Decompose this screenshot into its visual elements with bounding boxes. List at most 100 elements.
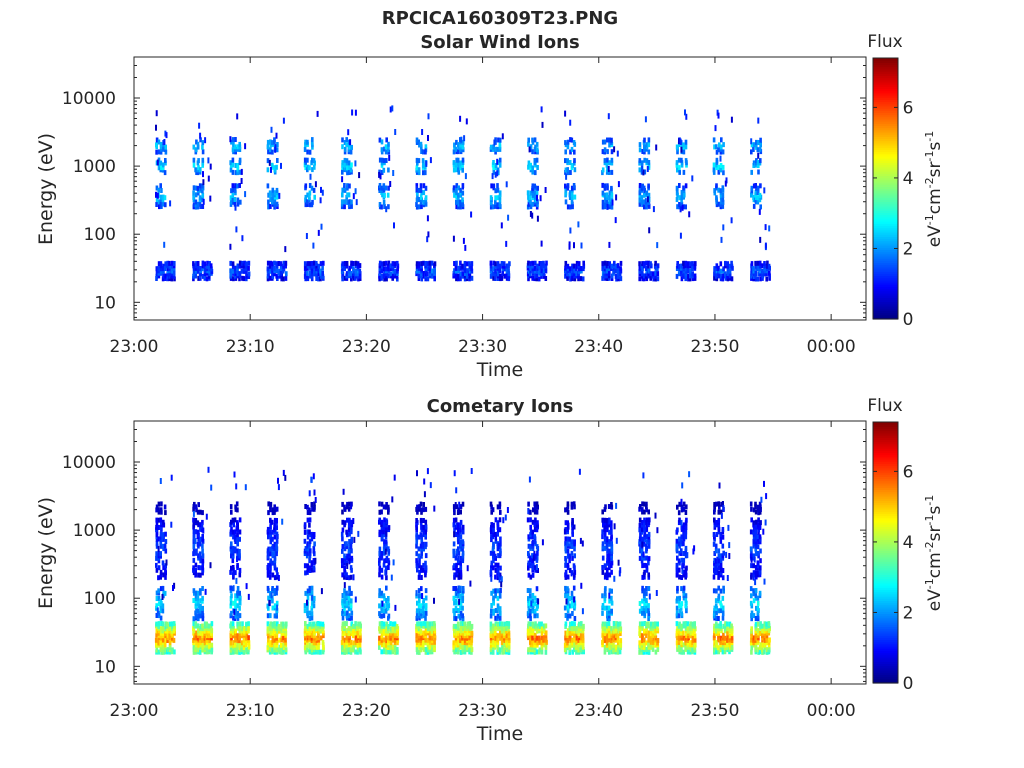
solar-wind-flux-cell (531, 169, 534, 175)
cometary-flux-cell (641, 649, 644, 655)
solar-wind-flux-cell (489, 273, 493, 279)
cometary-flux-cell (352, 640, 356, 646)
solar-wind-flux-cell (679, 138, 682, 145)
cometary-flux-cell (306, 599, 308, 606)
solar-wind-flux-cell (354, 188, 357, 195)
solar-wind-flux-cell (231, 147, 235, 153)
cometary-flux-cell (647, 644, 651, 650)
solar-wind-flux-cell (605, 199, 609, 205)
cometary-flux-cell (459, 570, 463, 575)
solar-wind-flux-cell (271, 187, 275, 193)
cometary-flux-cell (433, 642, 436, 648)
cometary-flux-cell (306, 510, 310, 515)
solar-wind-flux-cell (605, 192, 609, 198)
solar-wind-flux-cell (500, 261, 504, 266)
solar-wind-flux-cell (714, 273, 718, 279)
solar-wind-flux-cell (271, 270, 274, 276)
cometary-flux-cell (494, 517, 498, 523)
solar-wind-flux-cell (454, 265, 458, 271)
cometary-flux-cell (608, 616, 611, 622)
solar-wind-flux-cell (497, 268, 500, 274)
cometary-flux-cell (581, 644, 585, 650)
solar-wind-flux-cell (229, 160, 232, 166)
cometary-flux-cell (422, 603, 425, 609)
cometary-flux-cell (267, 637, 270, 643)
solar-wind-colorbar-step (873, 145, 898, 148)
cometary-flux-cell (571, 525, 574, 531)
cometary-flux-cell (271, 536, 274, 542)
solar-wind-flux-cell (346, 170, 349, 176)
cometary-flux-cell (267, 562, 270, 568)
solar-wind-flux-cell (207, 263, 211, 269)
cometary-flux-cell (356, 649, 359, 655)
cometary-flux-cell (192, 506, 195, 512)
cometary-flux-cell (638, 621, 642, 627)
solar-wind-flux-cell (341, 162, 344, 168)
solar-wind-flux-cell (572, 183, 576, 188)
cometary-flux-cell (236, 563, 239, 568)
cometary-flux-cell (643, 532, 647, 537)
solar-wind-flux-cell (424, 276, 427, 282)
cometary-flux-cell (459, 603, 462, 609)
cometary-flux-cell (389, 640, 393, 646)
cometary-flux-cell (313, 628, 316, 634)
cometary-flux-cell (308, 565, 312, 571)
solar-wind-flux-cell (158, 204, 161, 210)
cometary-flux-cell (271, 630, 275, 636)
solar-wind-flux-cell (209, 163, 212, 170)
solar-wind-flux-cell (197, 275, 200, 281)
cometary-flux-cell (396, 649, 399, 655)
cometary-flux-cell (527, 543, 531, 549)
solar-wind-flux-cell (728, 275, 732, 281)
cometary-flux-cell (641, 501, 644, 507)
solar-wind-flux-cell (723, 271, 727, 277)
cometary-flux-cell (615, 623, 618, 629)
cometary-flux-cell (350, 567, 353, 573)
cometary-flux-cell (157, 558, 161, 564)
cometary-flux-cell (648, 633, 651, 639)
cometary-flux-cell (640, 633, 644, 639)
solar-wind-flux-cell (268, 275, 272, 281)
cometary-flux-cell (533, 649, 537, 655)
cometary-flux-cell (418, 570, 421, 575)
cometary-flux-cell (601, 517, 604, 523)
cometary-flux-cell (201, 565, 204, 571)
cometary-flux-cell (640, 638, 644, 644)
cometary-flux-cell (578, 468, 581, 475)
cometary-flux-cell (498, 504, 502, 510)
solar-wind-flux-cell (645, 260, 648, 266)
solar-wind-colorbar-step (873, 284, 898, 287)
solar-wind-flux-cell (380, 268, 383, 274)
solar-wind-flux-cell (719, 163, 723, 168)
solar-wind-flux-cell (614, 217, 617, 224)
cometary-flux-cell (415, 590, 418, 597)
cometary-flux-cell (419, 543, 423, 549)
cometary-flux-cell (275, 506, 279, 512)
cometary-flux-cell (387, 624, 390, 629)
cometary-flux-cell (378, 572, 381, 578)
cometary-flux-cell (463, 649, 467, 655)
cometary-flux-cell (313, 541, 316, 547)
solar-wind-colorbar-step (873, 71, 898, 74)
cometary-flux-cell (603, 621, 607, 627)
solar-wind-flux-cell (531, 275, 534, 281)
cometary-flux-cell (638, 608, 642, 614)
cometary-flux-cell (389, 635, 392, 641)
cometary-flux-cell (284, 640, 287, 646)
cometary-flux-cell (647, 637, 650, 643)
solar-wind-flux-cell (354, 263, 358, 269)
solar-wind-flux-cell (424, 185, 428, 191)
solar-wind-flux-cell (350, 203, 353, 209)
solar-wind-colorbar-step (873, 134, 898, 137)
cometary-flux-cell (385, 555, 389, 561)
solar-wind-flux-cell (617, 181, 620, 188)
solar-wind-flux-cell (266, 167, 270, 173)
cometary-flux-cell (454, 598, 458, 604)
solar-wind-flux-cell (348, 199, 351, 205)
solar-wind-flux-cell (273, 197, 276, 203)
solar-wind-flux-cell (754, 183, 757, 188)
solar-wind-flux-cell (763, 271, 766, 277)
cometary-flux-cell (354, 621, 357, 627)
cometary-flux-cell (155, 603, 158, 609)
solar-wind-flux-cell (454, 268, 458, 274)
